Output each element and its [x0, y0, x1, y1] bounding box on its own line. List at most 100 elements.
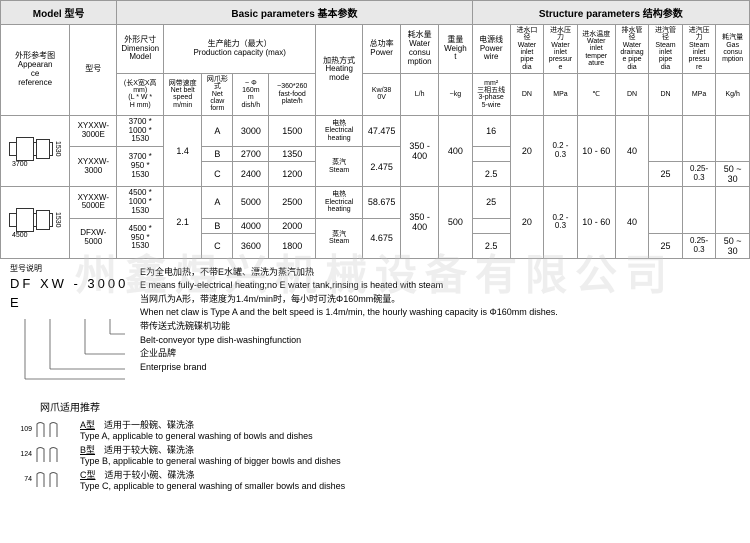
p360-cell: 1500: [269, 115, 316, 146]
drain-cell: 40: [615, 115, 649, 186]
hdr-inletpress: 进水压力 Water inlet pressur e: [544, 25, 578, 74]
dim-cell: 4500 * 950 * 1530: [117, 218, 164, 258]
steamdia-cell: 25: [649, 233, 683, 258]
model-cell: DFXW- 5000: [70, 218, 117, 258]
hdr-inletdia: 进水口径 Water inlet pipe dia: [510, 25, 544, 74]
hdr-structure: Structure parameters 结构参数: [472, 1, 749, 25]
hdr-model: Model 型号: [1, 1, 117, 25]
model-tree: 型号说明 DF XW - 3000 E: [10, 265, 130, 388]
heat-cell: 蒸汽 Steam: [316, 218, 363, 258]
wire-cell: 25: [472, 187, 510, 218]
hdr-waterunit: L/h: [401, 74, 439, 116]
d160-cell: 2400: [233, 162, 269, 187]
note-lines: E为全电加热，不带E水罐、漂洗为蒸汽加热E means fully-electr…: [140, 265, 740, 375]
claw-cell: C: [202, 233, 233, 258]
d160-cell: 2700: [233, 147, 269, 162]
hdr-gascons: 耗汽量 Gas consu mption: [716, 25, 750, 74]
temp-cell: 10 - 60: [577, 115, 615, 186]
claw-icon: [32, 469, 72, 491]
gas-cell: 50 ~ 30: [716, 162, 750, 187]
wire-cell: 2.5: [472, 233, 510, 258]
wire-cell: 16: [472, 115, 510, 146]
hdr-dimsub: (长X宽X高mm) (L * W * H mm): [117, 74, 164, 116]
hdr-power: 总功率 Power: [363, 25, 401, 74]
hdr-dn2: DN: [615, 74, 649, 116]
d160-cell: 4000: [233, 218, 269, 233]
steampress-cell: [682, 187, 716, 233]
claw-cell: A: [202, 187, 233, 218]
heat-cell: 电热 Electrical heating: [316, 115, 363, 146]
note-line: E means fully-electrical heating;no E wa…: [140, 279, 740, 292]
claw-row: 124 B型 适用于较大碗、碟洗涤 Type B, applicable to …: [10, 443, 740, 466]
p360-cell: 1200: [269, 162, 316, 187]
temp-cell: 10 - 60: [577, 187, 615, 258]
hdr-steamdia: 进汽管径 Steam inlet pipe dia: [649, 25, 683, 74]
hdr-mpa1: MPa: [544, 74, 578, 116]
model-cell: XYXXW- 5000E: [70, 187, 117, 218]
note-line: Belt-conveyor type dish-washingfunction: [140, 334, 740, 347]
note-line: Enterprise brand: [140, 361, 740, 374]
water-cell: 350 - 400: [401, 187, 439, 258]
wire-cell: 2.5: [472, 162, 510, 187]
note-line: 带传送式洗碗碟机功能: [140, 320, 740, 333]
water-cell: 350 - 400: [401, 115, 439, 186]
belt-cell: 2.1: [164, 187, 202, 258]
claw-section: 网爪适用推荐 109 A型 适用于一般碗、碟洗涤 Type A, applica…: [0, 393, 750, 497]
hdr-draindia: 排水管径 Water drainag e pipe dia: [615, 25, 649, 74]
claw-zh: 适用于一般碗、碟洗涤: [104, 420, 194, 430]
heat-cell: 蒸汽 Steam: [316, 147, 363, 187]
hdr-dish160: ~ Φ 160m m dish/h: [233, 74, 269, 116]
claw-dim: 109: [10, 426, 32, 433]
drawing-cell: 4500 1530: [1, 187, 70, 258]
claw-cell: C: [202, 162, 233, 187]
inletdia-cell: 20: [510, 187, 544, 258]
claw-icon: [32, 419, 72, 441]
hdr-weight: 重量 Weigh t: [439, 25, 473, 74]
hdr-plate360: ~360*260 fast-food plate/h: [269, 74, 316, 116]
claw-en: Type A, applicable to general washing of…: [80, 431, 313, 441]
drain-cell: 40: [615, 187, 649, 258]
claw-zh: 适用于较小碗、碟洗涤: [105, 470, 195, 480]
claw-dim: 74: [10, 476, 32, 483]
hdr-wireunit: mm² 三相五线 3-phase 5-wire: [472, 74, 510, 116]
hdr-inlettemp: 进水温度 Water inlet temper ature: [577, 25, 615, 74]
model-cell: XYXXW- 3000: [70, 147, 117, 187]
hdr-powerwire: 电源线 Power wire: [472, 25, 510, 74]
weight-cell: 400: [439, 115, 473, 186]
steamdia-cell: 25: [649, 162, 683, 187]
claw-dim: 124: [10, 451, 32, 458]
hdr-dn1: DN: [510, 74, 544, 116]
p360-cell: 2000: [269, 218, 316, 233]
gas-cell: [716, 115, 750, 161]
claw-cell: B: [202, 218, 233, 233]
gas-cell: [716, 187, 750, 233]
note-line: 当网爪为A形，带速度为1.4m/min时，每小时可洗Φ160mm碗量。: [140, 293, 740, 306]
pow-cell: 4.675: [363, 218, 401, 258]
note-line: 企业品牌: [140, 347, 740, 360]
hdr-dimension: 外形尺寸 Dimension Model: [117, 25, 164, 74]
claw-text: A型 适用于一般碗、碟洗涤 Type A, applicable to gene…: [80, 418, 313, 441]
claw-label: C型: [80, 470, 96, 480]
hdr-weightunit: ~kg: [439, 74, 473, 116]
d160-cell: 5000: [233, 187, 269, 218]
pow-cell: 2.475: [363, 147, 401, 187]
weight-cell: 500: [439, 187, 473, 258]
pow-cell: 58.675: [363, 187, 401, 218]
claw-cell: A: [202, 115, 233, 146]
drawing-cell: 3700 1530: [1, 115, 70, 186]
claw-title: 网爪适用推荐: [40, 399, 740, 414]
claw-cell: B: [202, 147, 233, 162]
hdr-mpa2: MPa: [682, 74, 716, 116]
hdr-appearance: 外形参考图 Appearan ce reference: [1, 25, 70, 116]
hdr-basic: Basic parameters 基本参数: [117, 1, 472, 25]
wire-cell: [472, 218, 510, 233]
d160-cell: 3000: [233, 115, 269, 146]
claw-label: A型: [80, 420, 95, 430]
model-cell: XYXXW- 3000E: [70, 115, 117, 146]
gas-cell: 50 ~ 30: [716, 233, 750, 258]
heat-cell: 电热 Electrical heating: [316, 187, 363, 218]
hdr-heating: 加热方式 Heating mode: [316, 25, 363, 116]
belt-cell: 1.4: [164, 115, 202, 186]
p360-cell: 1350: [269, 147, 316, 162]
claw-icon: [32, 444, 72, 466]
